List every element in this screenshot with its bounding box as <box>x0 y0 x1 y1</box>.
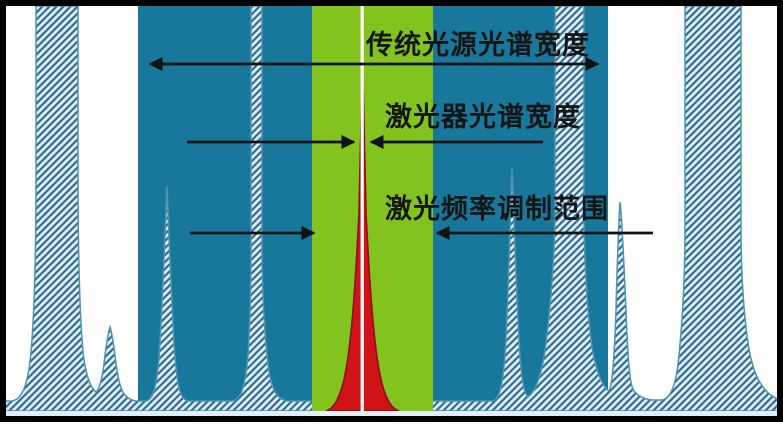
bottom-light-strip <box>4 411 779 416</box>
label-laser-linewidth: 激光器光谱宽度 <box>385 101 581 132</box>
label-traditional-source-width: 传统光源光谱宽度 <box>365 29 590 60</box>
hatched-absorption-spectrum <box>3 5 780 412</box>
label-modulation-range: 激光频率调制范围 <box>385 193 609 224</box>
center-frequency-line <box>360 6 364 411</box>
